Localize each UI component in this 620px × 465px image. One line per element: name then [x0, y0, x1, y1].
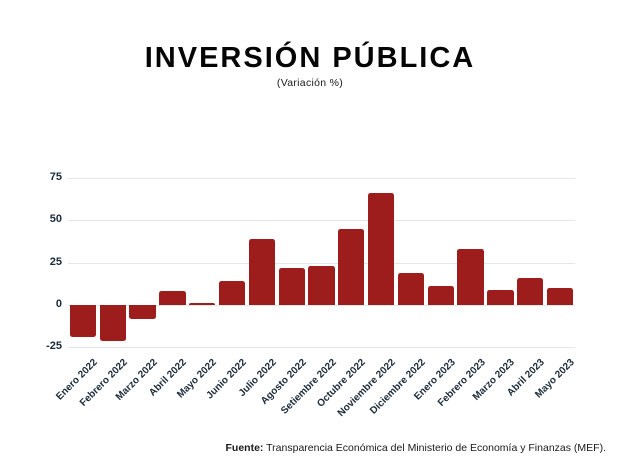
bar [99, 305, 126, 341]
bar [189, 303, 216, 305]
source-label: Fuente: [225, 442, 264, 454]
gridline [68, 347, 575, 349]
y-tick-label: 75 [49, 171, 62, 184]
chart-title: INVERSIÓN PÚBLICA [144, 42, 476, 74]
gridline [68, 305, 575, 306]
gridline [68, 220, 575, 222]
bar [546, 288, 574, 305]
gridline [68, 178, 575, 180]
y-tick-label: 25 [49, 255, 62, 268]
bar [278, 267, 305, 305]
y-tick-label: -25 [46, 340, 62, 353]
bar [338, 228, 365, 305]
bar [308, 266, 335, 305]
source-note: Fuente: Transparencia Económica del Mini… [226, 442, 607, 454]
chart-subtitle: (Variación %) [276, 77, 344, 89]
gridline [68, 262, 575, 264]
bar [457, 249, 484, 305]
source-text: Transparencia Económica del Ministerio d… [266, 442, 606, 454]
bar [367, 193, 395, 305]
title-block: INVERSIÓN PÚBLICA (Variación %) [0, 42, 620, 89]
bar [248, 239, 275, 305]
bar [487, 289, 514, 305]
bar [427, 286, 454, 305]
bar [517, 277, 544, 305]
y-tick-label: 0 [55, 298, 62, 310]
y-tick-label: 50 [49, 213, 62, 226]
bar [129, 305, 156, 319]
bar [397, 272, 425, 305]
bar [159, 291, 186, 305]
bar [218, 281, 246, 305]
bar [69, 305, 97, 338]
